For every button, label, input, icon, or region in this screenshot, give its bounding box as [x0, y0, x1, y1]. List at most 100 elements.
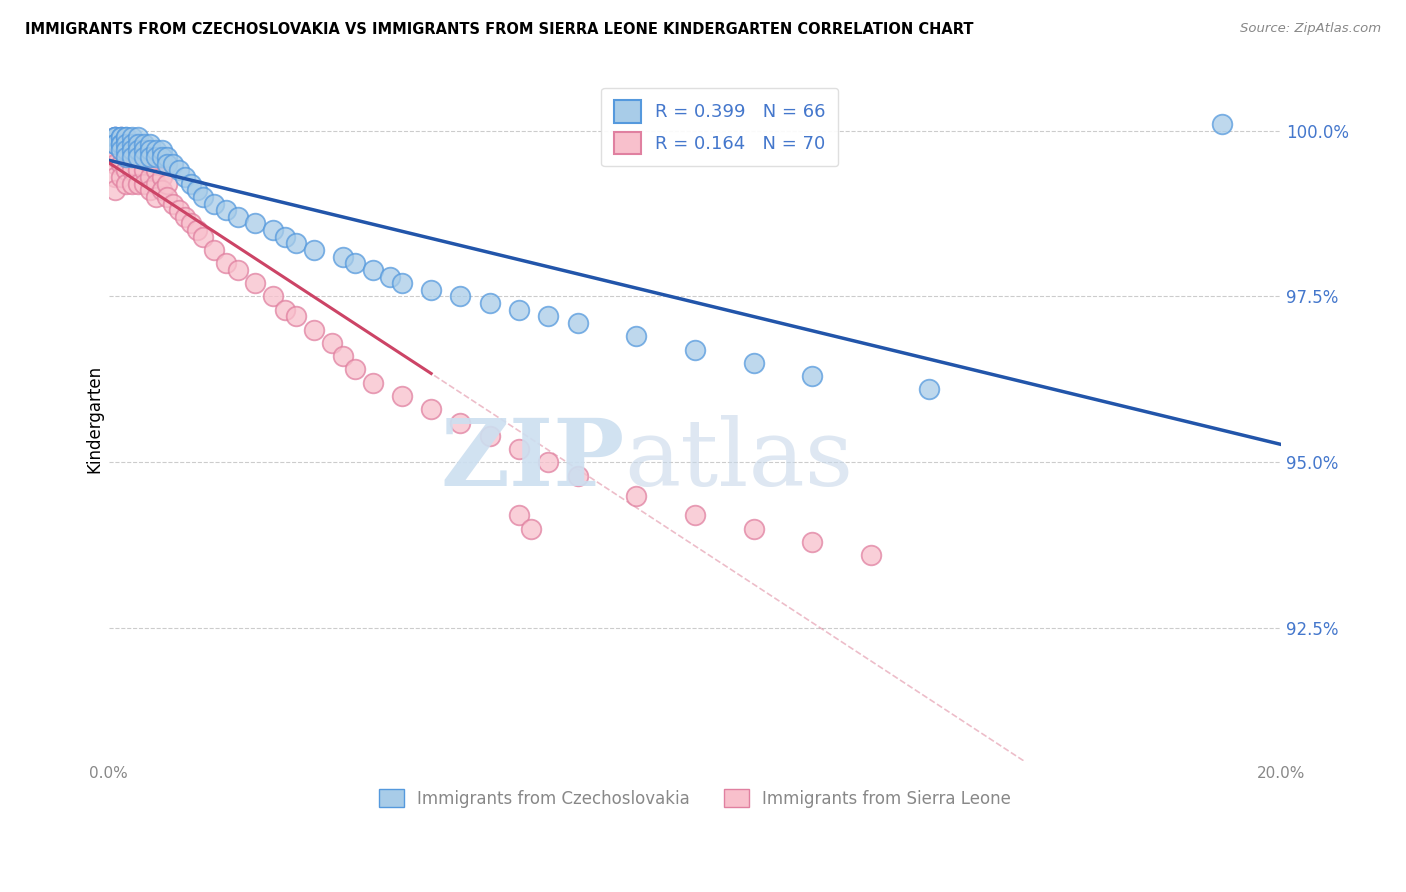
Point: [537, 310, 560, 324]
Point: [132, 150, 155, 164]
Point: [104, 136, 127, 151]
Point: [626, 489, 648, 503]
Text: IMMIGRANTS FROM CZECHOSLOVAKIA VS IMMIGRANTS FROM SIERRA LEONE KINDERGARTEN CORR: IMMIGRANTS FROM CZECHOSLOVAKIA VS IMMIGR…: [25, 22, 974, 37]
Point: [132, 163, 155, 178]
Point: [285, 310, 308, 324]
Point: [115, 177, 138, 191]
Point: [104, 130, 127, 145]
Point: [110, 130, 132, 145]
Point: [139, 144, 162, 158]
Point: [104, 157, 127, 171]
Point: [162, 157, 184, 171]
Point: [110, 136, 132, 151]
Point: [104, 136, 127, 151]
Point: [478, 296, 501, 310]
Point: [478, 429, 501, 443]
Point: [262, 289, 284, 303]
Point: [167, 163, 190, 178]
Point: [332, 349, 354, 363]
Point: [139, 157, 162, 171]
Point: [115, 150, 138, 164]
Point: [104, 183, 127, 197]
Point: [121, 144, 143, 158]
Point: [567, 316, 589, 330]
Point: [508, 302, 530, 317]
Point: [508, 508, 530, 523]
Point: [343, 362, 366, 376]
Point: [202, 196, 225, 211]
Point: [801, 535, 824, 549]
Point: [145, 150, 167, 164]
Point: [110, 144, 132, 158]
Point: [145, 163, 167, 178]
Point: [321, 335, 343, 350]
Point: [156, 150, 179, 164]
Point: [110, 169, 132, 184]
Point: [520, 522, 543, 536]
Point: [302, 243, 325, 257]
Point: [262, 223, 284, 237]
Point: [156, 190, 179, 204]
Point: [167, 203, 190, 218]
Point: [110, 136, 132, 151]
Point: [508, 442, 530, 457]
Point: [127, 136, 149, 151]
Point: [104, 144, 127, 158]
Point: [162, 196, 184, 211]
Point: [683, 508, 706, 523]
Point: [115, 136, 138, 151]
Point: [226, 210, 249, 224]
Point: [361, 376, 384, 390]
Point: [626, 329, 648, 343]
Point: [110, 144, 132, 158]
Point: [420, 283, 443, 297]
Point: [343, 256, 366, 270]
Point: [121, 150, 143, 164]
Point: [918, 383, 941, 397]
Point: [132, 136, 155, 151]
Text: atlas: atlas: [624, 416, 853, 505]
Point: [156, 157, 179, 171]
Point: [139, 136, 162, 151]
Point: [115, 144, 138, 158]
Point: [391, 276, 413, 290]
Point: [567, 468, 589, 483]
Point: [150, 169, 173, 184]
Point: [127, 177, 149, 191]
Point: [115, 163, 138, 178]
Point: [273, 229, 295, 244]
Point: [150, 144, 173, 158]
Point: [361, 263, 384, 277]
Point: [132, 144, 155, 158]
Point: [121, 130, 143, 145]
Point: [215, 203, 238, 218]
Point: [127, 163, 149, 178]
Point: [115, 150, 138, 164]
Point: [186, 223, 208, 237]
Point: [121, 177, 143, 191]
Point: [285, 236, 308, 251]
Point: [420, 402, 443, 417]
Point: [150, 183, 173, 197]
Point: [127, 144, 149, 158]
Point: [537, 455, 560, 469]
Point: [186, 183, 208, 197]
Point: [121, 163, 143, 178]
Point: [127, 150, 149, 164]
Legend: Immigrants from Czechoslovakia, Immigrants from Sierra Leone: Immigrants from Czechoslovakia, Immigran…: [373, 783, 1018, 814]
Point: [215, 256, 238, 270]
Point: [450, 289, 472, 303]
Y-axis label: Kindergarten: Kindergarten: [86, 365, 103, 474]
Point: [115, 130, 138, 145]
Point: [121, 136, 143, 151]
Point: [132, 177, 155, 191]
Text: Source: ZipAtlas.com: Source: ZipAtlas.com: [1240, 22, 1381, 36]
Point: [742, 356, 765, 370]
Point: [180, 177, 202, 191]
Point: [202, 243, 225, 257]
Point: [110, 130, 132, 145]
Text: ZIP: ZIP: [440, 416, 624, 505]
Point: [127, 130, 149, 145]
Point: [110, 130, 132, 145]
Point: [110, 157, 132, 171]
